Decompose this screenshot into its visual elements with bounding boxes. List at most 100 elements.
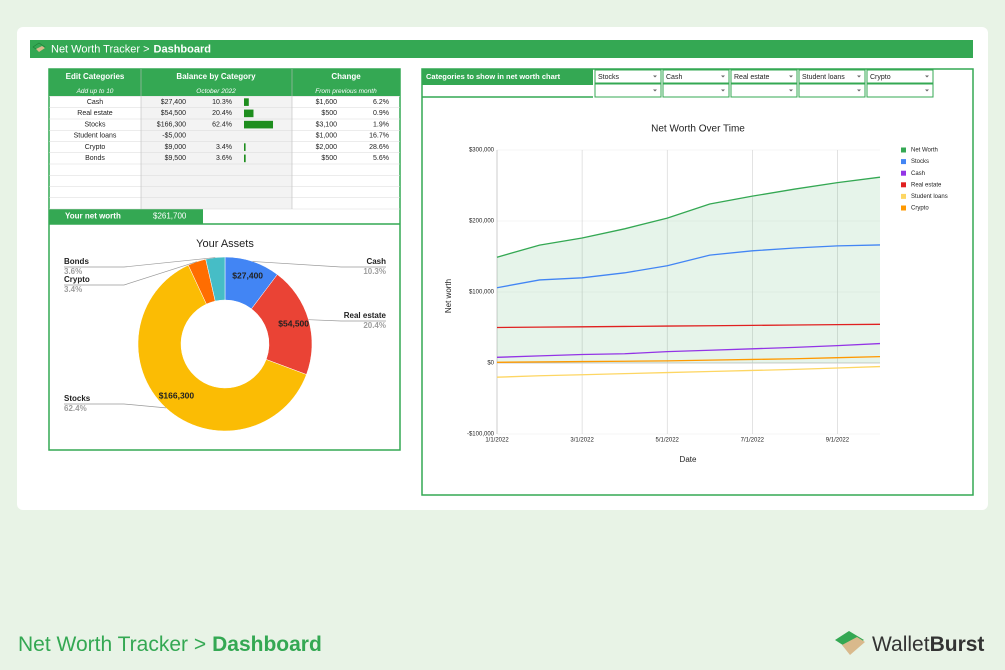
line xyxy=(496,323,881,329)
legend-label: Student loans xyxy=(911,194,948,200)
x-tick-label: 9/1/2022 xyxy=(826,438,850,444)
category-cell: Bonds xyxy=(85,155,105,162)
y-tick-label: $200,000 xyxy=(469,219,495,225)
share-cell: 62.4% xyxy=(212,121,232,128)
dropdown[interactable] xyxy=(866,69,934,84)
share-sparkline xyxy=(244,154,246,163)
dropdown[interactable] xyxy=(798,83,866,98)
dropdown-arrow xyxy=(721,75,725,78)
brand-name: WalletBurst xyxy=(872,633,984,656)
dropdown[interactable] xyxy=(594,83,662,98)
x-tick-label: 5/1/2022 xyxy=(656,438,680,444)
legend-swatch xyxy=(901,170,906,176)
net-worth-value: $261,700 xyxy=(153,212,187,221)
x-axis-label: Date xyxy=(680,455,697,464)
change-cell: $2,000 xyxy=(316,144,338,151)
change-pct-cell: 5.6% xyxy=(373,155,389,162)
icon-base xyxy=(36,46,45,52)
dropdown[interactable] xyxy=(594,69,662,84)
title-bar xyxy=(30,40,973,58)
leader-line xyxy=(64,403,166,409)
dropdown-value: Student loans xyxy=(802,74,845,81)
table-header-bg xyxy=(49,69,400,96)
column-subheader: October 2022 xyxy=(196,88,236,95)
right-panel-border xyxy=(421,68,974,496)
balance-cell: $27,400 xyxy=(161,99,186,106)
slice-name: Crypto xyxy=(64,275,90,284)
change-pct-cell: 6.2% xyxy=(373,99,389,106)
dropdown[interactable] xyxy=(662,83,730,98)
dropdown-arrow xyxy=(721,89,725,92)
column-header: Balance by Category xyxy=(176,72,256,81)
column-header: Edit Categories xyxy=(66,72,125,81)
dropdown-arrow xyxy=(925,89,929,92)
dropdown-arrow xyxy=(857,89,861,92)
column-header: Change xyxy=(331,72,361,81)
dropdown-arrow xyxy=(789,89,793,92)
balance-cell: $9,500 xyxy=(165,155,187,162)
dropdown-value: Real estate xyxy=(734,74,770,81)
dropdown-value: Cash xyxy=(666,74,682,81)
logo-base xyxy=(842,637,865,655)
line xyxy=(496,342,881,358)
chart-title: Net Worth Over Time xyxy=(651,124,745,135)
slice-name: Cash xyxy=(366,257,386,266)
dropdown-arrow xyxy=(653,89,657,92)
dropdown[interactable] xyxy=(730,69,798,84)
slice-percent: 62.4% xyxy=(64,404,87,413)
dropdown-value: Stocks xyxy=(598,74,620,81)
leader-line xyxy=(308,319,386,322)
chart-title: Your Assets xyxy=(196,238,254,250)
brand-logo xyxy=(835,631,865,655)
share-sparkline xyxy=(244,143,246,151)
page-name: Dashboard xyxy=(212,633,322,656)
net-worth-label: Your net worth xyxy=(65,212,121,221)
change-cell: $1,000 xyxy=(316,133,338,140)
leader-line xyxy=(64,261,197,286)
balance-cell: -$5,000 xyxy=(162,133,186,140)
area xyxy=(497,177,880,363)
dropdown[interactable] xyxy=(662,69,730,84)
dropdown[interactable] xyxy=(866,83,934,98)
x-tick-label: 7/1/2022 xyxy=(741,438,765,444)
dropdown-arrow xyxy=(653,75,657,78)
brand-bold: Burst xyxy=(930,633,985,656)
change-cell: $500 xyxy=(321,155,337,162)
share-cell: 3.6% xyxy=(216,155,232,162)
y-axis-label: Net worth xyxy=(444,279,453,313)
share-sparkline xyxy=(244,120,274,129)
slice-percent: 10.3% xyxy=(363,267,386,276)
slice-name: Bonds xyxy=(64,257,89,266)
slice-name: Stocks xyxy=(64,394,91,403)
legend-label: Cash xyxy=(911,171,925,177)
change-pct-cell: 28.6% xyxy=(369,144,389,151)
slice-name: Real estate xyxy=(344,311,387,320)
change-pct-cell: 0.9% xyxy=(373,110,389,117)
slice-percent: 3.6% xyxy=(64,267,82,276)
change-pct-cell: 1.9% xyxy=(373,121,389,128)
balance-cell: $54,500 xyxy=(161,110,186,117)
category-cell: Stocks xyxy=(84,121,106,128)
change-pct-cell: 16.7% xyxy=(369,133,389,140)
column-subheader: From previous month xyxy=(315,88,377,95)
dropdown-value: Crypto xyxy=(870,74,891,81)
legend-swatch xyxy=(901,147,906,153)
change-cell: $1,600 xyxy=(316,99,338,106)
y-tick-label: $100,000 xyxy=(469,290,495,296)
legend-label: Net Worth xyxy=(911,148,938,154)
slice-value-label: $166,300 xyxy=(159,391,195,401)
leader-line xyxy=(252,261,386,268)
category-cell: Crypto xyxy=(85,144,106,151)
x-tick-label: 3/1/2022 xyxy=(570,438,594,444)
y-tick-label: -$100,000 xyxy=(467,432,495,438)
footer-title: Net Worth Tracker > Dashboard xyxy=(18,633,322,656)
dropdown[interactable] xyxy=(730,83,798,98)
sheet-icon xyxy=(32,42,46,52)
legend-swatch xyxy=(901,182,906,188)
slice-value-label: $54,500 xyxy=(278,318,309,328)
share-cell: 3.4% xyxy=(216,144,232,151)
legend-swatch xyxy=(901,205,906,211)
dropdown-arrow xyxy=(857,75,861,78)
dropdown[interactable] xyxy=(798,69,866,84)
